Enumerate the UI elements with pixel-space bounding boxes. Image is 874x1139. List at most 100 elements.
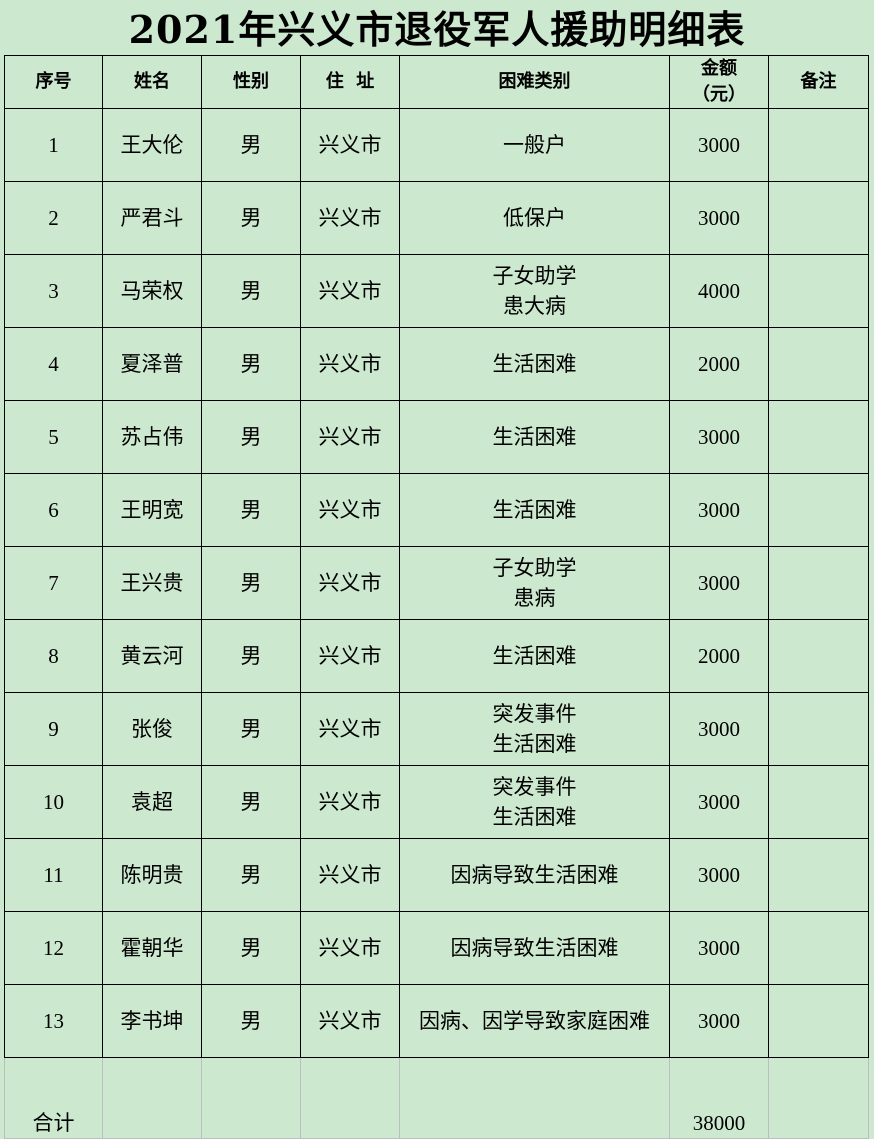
cell-name: 陈明贵 (102, 838, 202, 912)
cell-note (768, 108, 869, 182)
cell-name: 王兴贵 (102, 546, 202, 620)
cell-amount: 3000 (669, 838, 769, 912)
cell-address: 兴义市 (300, 400, 400, 474)
cell-name: 王明宽 (102, 473, 202, 547)
cell-name: 严君斗 (102, 181, 202, 255)
table-row: 13 李书坤男兴义市 因病、因学导致家庭困难 3000 (4, 984, 869, 1058)
cell-category: 低保户 (399, 181, 670, 255)
cell-amount: 3000 (669, 546, 769, 620)
cell-gender: 男 (201, 911, 301, 985)
cell-category: 一般户 (399, 108, 670, 182)
cell-gender: 男 (201, 692, 301, 766)
table-row: 8 黄云河男兴义市 生活困难 2000 (4, 619, 869, 693)
cell-no: 12 (4, 911, 103, 985)
cell-no: 5 (4, 400, 103, 474)
table-row: 2 严君斗男兴义市 低保户 3000 (4, 181, 869, 255)
empty-cell (300, 1057, 400, 1139)
cell-category: 因病、因学导致家庭困难 (399, 984, 670, 1058)
empty-cell (768, 1057, 869, 1139)
cell-amount: 3000 (669, 911, 769, 985)
cell-no: 2 (4, 181, 103, 255)
cell-name: 夏泽普 (102, 327, 202, 401)
cell-category: 子女助学 患大病 (399, 254, 670, 328)
cell-gender: 男 (201, 546, 301, 620)
cell-note (768, 546, 869, 620)
cell-gender: 男 (201, 400, 301, 474)
cell-amount: 3000 (669, 765, 769, 839)
cell-address: 兴义市 (300, 765, 400, 839)
table-row: 11 陈明贵男兴义市 因病导致生活困难 3000 (4, 838, 869, 912)
cell-amount: 3000 (669, 181, 769, 255)
cell-no: 13 (4, 984, 103, 1058)
table-row: 3 马荣权男兴义市 子女助学 患大病 4000 (4, 254, 869, 328)
cell-no: 6 (4, 473, 103, 547)
cell-note (768, 838, 869, 912)
table-row: 9 张俊男兴义市 突发事件 生活困难 3000 (4, 692, 869, 766)
cell-note (768, 400, 869, 474)
table-row: 10 袁超男兴义市 突发事件 生活困难 3000 (4, 765, 869, 839)
table-row: 5 苏占伟男兴义市 生活困难 3000 (4, 400, 869, 474)
cell-gender: 男 (201, 108, 301, 182)
cell-gender: 男 (201, 473, 301, 547)
cell-note (768, 254, 869, 328)
cell-category: 子女助学 患病 (399, 546, 670, 620)
cell-gender: 男 (201, 984, 301, 1058)
cell-address: 兴义市 (300, 838, 400, 912)
cell-no: 10 (4, 765, 103, 839)
table-row: 1 王大伦男兴义市 一般户 3000 (4, 108, 869, 182)
cell-amount: 3000 (669, 473, 769, 547)
cell-note (768, 181, 869, 255)
cell-address: 兴义市 (300, 911, 400, 985)
cell-category: 生活困难 (399, 400, 670, 474)
cell-name: 王大伦 (102, 108, 202, 182)
cell-category: 因病导致生活困难 (399, 911, 670, 985)
header-note: 备注 (768, 55, 869, 109)
cell-name: 霍朝华 (102, 911, 202, 985)
header-amount: 金额（元） (669, 55, 769, 109)
cell-amount: 3000 (669, 400, 769, 474)
header-no: 序号 (4, 55, 103, 109)
cell-no: 1 (4, 108, 103, 182)
empty-cell (102, 1057, 202, 1139)
cell-no: 11 (4, 838, 103, 912)
cell-amount: 4000 (669, 254, 769, 328)
cell-amount: 2000 (669, 327, 769, 401)
cell-name: 黄云河 (102, 619, 202, 693)
total-label: 合计 (4, 1057, 103, 1139)
cell-address: 兴义市 (300, 692, 400, 766)
page-title: 2021年兴义市退役军人援助明细表 (128, 7, 746, 52)
cell-address: 兴义市 (300, 254, 400, 328)
cell-category: 突发事件 生活困难 (399, 692, 670, 766)
table-row: 7 王兴贵男兴义市 子女助学 患病 3000 (4, 546, 869, 620)
cell-category: 突发事件 生活困难 (399, 765, 670, 839)
header-address: 住 址 (300, 55, 400, 109)
table-row: 12 霍朝华男兴义市 因病导致生活困难 3000 (4, 911, 869, 985)
cell-name: 马荣权 (102, 254, 202, 328)
cell-no: 9 (4, 692, 103, 766)
cell-note (768, 619, 869, 693)
empty-cell (201, 1057, 301, 1139)
header-category: 困难类别 (399, 55, 670, 109)
cell-gender: 男 (201, 619, 301, 693)
cell-category: 生活困难 (399, 619, 670, 693)
empty-cell (399, 1057, 670, 1139)
total-amount: 38000 (669, 1057, 769, 1139)
cell-name: 李书坤 (102, 984, 202, 1058)
cell-gender: 男 (201, 327, 301, 401)
cell-no: 7 (4, 546, 103, 620)
total-row: 合计 38000 (4, 1057, 869, 1139)
cell-note (768, 765, 869, 839)
header-gender: 性别 (201, 55, 301, 109)
cell-address: 兴义市 (300, 473, 400, 547)
cell-note (768, 911, 869, 985)
cell-address: 兴义市 (300, 108, 400, 182)
cell-note (768, 473, 869, 547)
cell-no: 8 (4, 619, 103, 693)
cell-note (768, 692, 869, 766)
cell-note (768, 327, 869, 401)
cell-address: 兴义市 (300, 327, 400, 401)
cell-gender: 男 (201, 181, 301, 255)
cell-gender: 男 (201, 838, 301, 912)
cell-amount: 3000 (669, 692, 769, 766)
cell-no: 3 (4, 254, 103, 328)
